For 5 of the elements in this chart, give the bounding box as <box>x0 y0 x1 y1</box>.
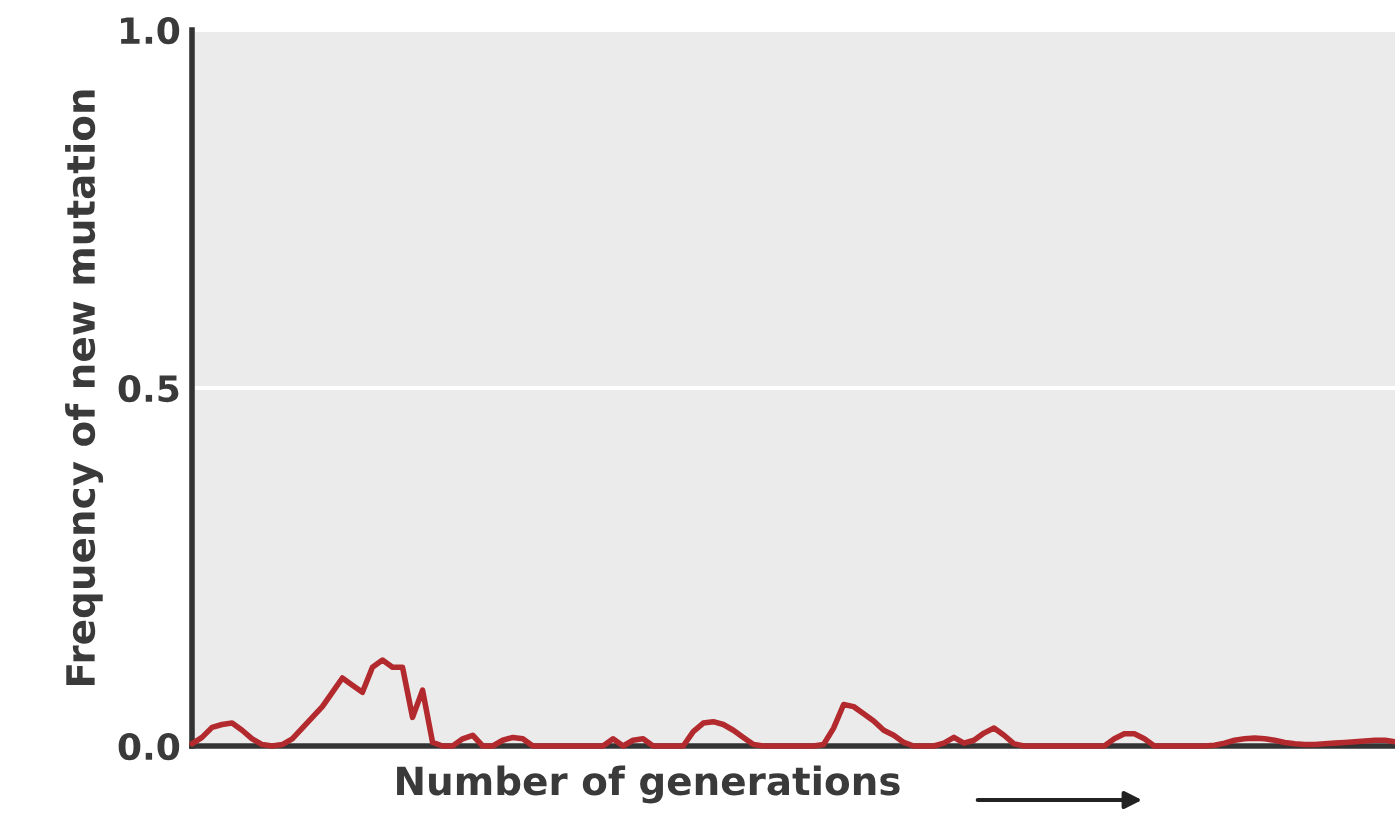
y-tick-label: 1.0 <box>121 16 180 45</box>
x-axis-title: Number of generations <box>397 765 900 804</box>
y-axis-title: Frequency of new mutation <box>65 90 104 686</box>
y-tick-label: 0.0 <box>118 732 180 761</box>
y-tick-label: 0.5 <box>118 374 179 403</box>
